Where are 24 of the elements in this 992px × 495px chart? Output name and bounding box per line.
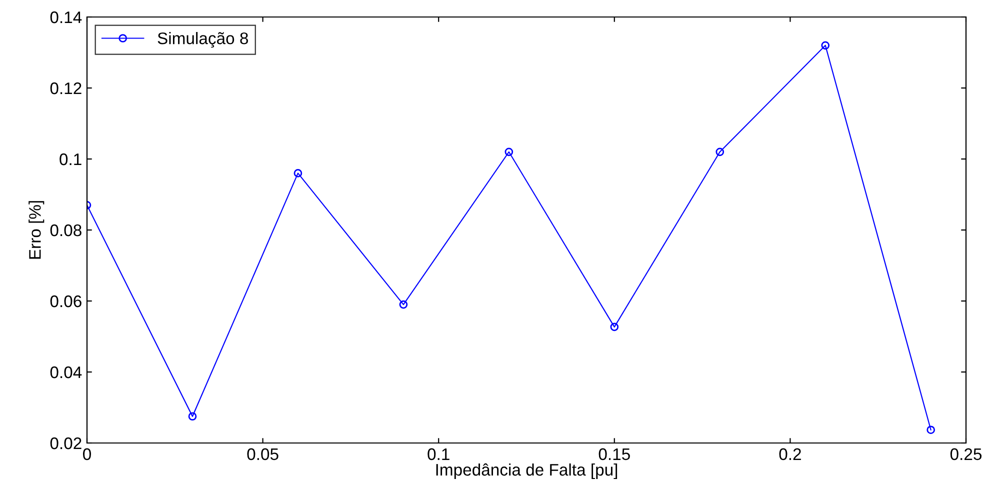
y-tick-label: 0.14 <box>50 11 82 24</box>
y-axis-title: Erro [%] <box>28 201 44 259</box>
x-axis-title: Impedância de Falta [pu] <box>436 463 618 479</box>
point <box>821 41 830 50</box>
y-tick-label: 0.1 <box>60 153 82 166</box>
x-tick-label: 0.15 <box>598 448 630 460</box>
y-tick-label: 0.06 <box>50 295 82 308</box>
x-tick-label: 0.25 <box>950 448 982 460</box>
y-tick-label: 0.02 <box>50 437 82 450</box>
point <box>504 148 514 156</box>
x-tick-label: 0 <box>83 448 91 460</box>
y-tick-label: 0.04 <box>50 366 82 378</box>
x-tick-label: 0.05 <box>247 448 278 460</box>
point <box>294 169 302 178</box>
point <box>399 300 408 309</box>
point <box>716 148 724 156</box>
y-tick-label: 0.08 <box>50 224 82 236</box>
y-tick-label: 0.12 <box>50 82 82 94</box>
legend-label: Simulação 8 <box>158 32 248 48</box>
point <box>188 412 197 421</box>
point <box>926 426 936 434</box>
x-tick-label: 0.2 <box>779 448 801 460</box>
point <box>610 322 619 332</box>
x-tick-label: 0.1 <box>428 448 450 460</box>
